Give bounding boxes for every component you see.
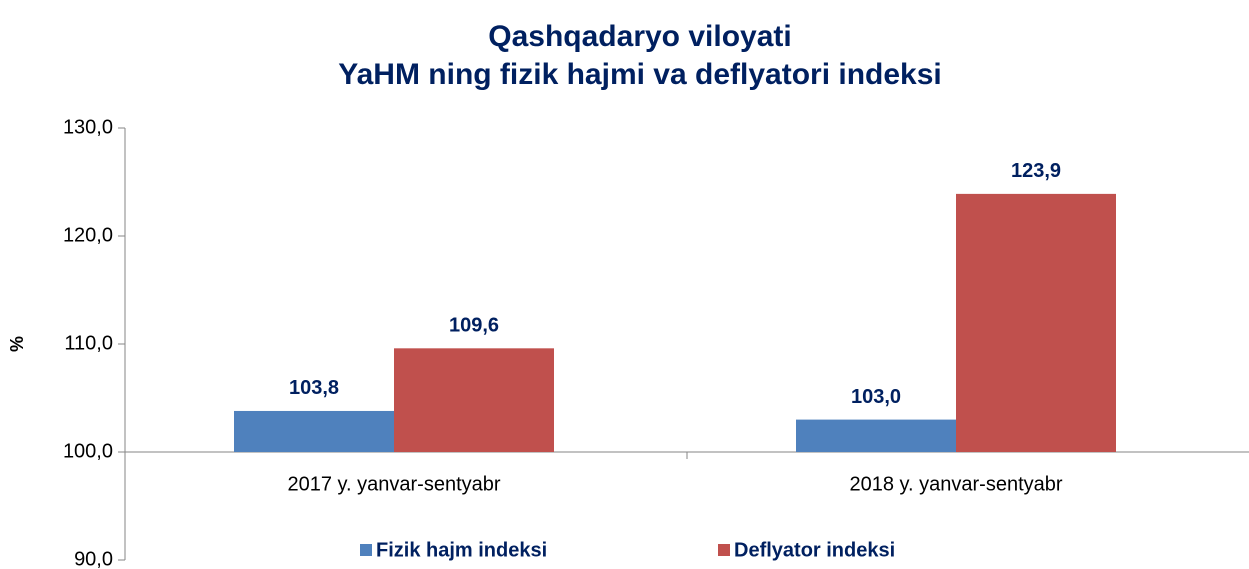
chart-subtitle: YaHM ning fizik hajmi va deflyatori inde…: [338, 58, 942, 91]
y-tick-label: 90,0: [74, 548, 113, 569]
value-label: 123,9: [1011, 160, 1061, 182]
y-tick-label: 110,0: [64, 332, 113, 354]
legend-label: Deflyator indeksi: [734, 539, 895, 561]
y-tick-label: 100,0: [63, 440, 113, 462]
legend-swatch: [718, 544, 730, 556]
y-tick-label: 130,0: [63, 116, 113, 138]
y-tick-label: 120,0: [63, 224, 113, 246]
value-label: 109,6: [449, 315, 499, 337]
legend-label: Fizik hajm indeksi: [376, 539, 547, 561]
legend-swatch: [360, 544, 372, 556]
bar: [234, 410, 394, 452]
bar: [956, 193, 1116, 452]
bar: [796, 419, 956, 452]
bar: [394, 348, 554, 452]
value-label: 103,8: [289, 377, 339, 399]
x-tick-label: 2017 y. yanvar-sentyabr: [287, 473, 500, 495]
chart-title: Qashqadaryo viloyati: [488, 20, 791, 53]
y-axis-label: %: [7, 336, 27, 352]
value-label: 103,0: [851, 386, 901, 408]
x-tick-label: 2018 y. yanvar-sentyabr: [849, 473, 1062, 495]
